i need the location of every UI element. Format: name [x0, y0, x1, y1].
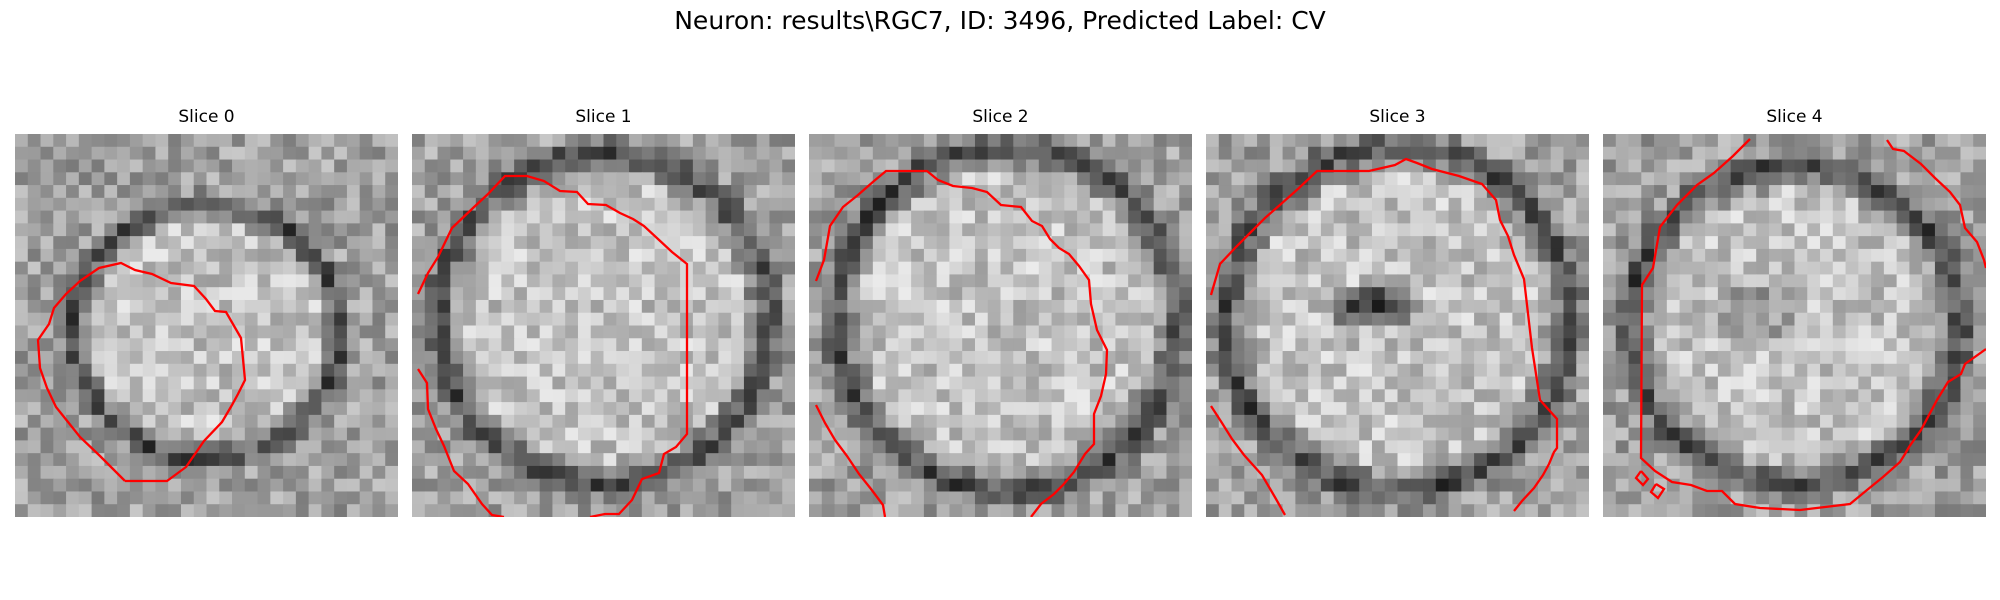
slice-2-contour-main	[814, 169, 1109, 517]
slice-4-title: Slice 4	[1766, 107, 1823, 127]
slice-4-contour-marker-2	[1649, 483, 1666, 500]
slice-0-panel: Slice 0	[15, 107, 398, 517]
slice-4-contour-main	[1639, 138, 1986, 512]
slice-1-image	[412, 134, 795, 517]
slice-3-image	[1206, 134, 1589, 517]
slice-1-contour-side	[417, 368, 505, 517]
slice-1-contour-main	[416, 174, 689, 517]
slice-3-title: Slice 3	[1369, 107, 1426, 127]
slice-0-contour	[36, 261, 247, 483]
slice-4-contour-right	[1886, 139, 1986, 269]
slice-4-contour-marker	[1634, 470, 1650, 487]
slice-1-title: Slice 1	[575, 107, 632, 127]
slice-2-image	[809, 134, 1192, 517]
slice-0-image	[15, 134, 398, 517]
slice-1-panel: Slice 1	[412, 107, 795, 517]
slice-2-panel: Slice 2	[809, 107, 1192, 517]
slice-0-title: Slice 0	[178, 107, 235, 127]
slice-3-panel: Slice 3	[1206, 107, 1589, 517]
slice-3-contour-main	[1209, 157, 1559, 512]
slice-3-contour-side	[1210, 405, 1287, 516]
slice-4-image	[1603, 134, 1986, 517]
figure-title: Neuron: results\RGC7, ID: 3496, Predicte…	[674, 6, 1326, 35]
slice-2-contour-side	[814, 404, 887, 517]
slice-2-title: Slice 2	[972, 107, 1029, 127]
slice-4-panel: Slice 4	[1603, 107, 1986, 517]
